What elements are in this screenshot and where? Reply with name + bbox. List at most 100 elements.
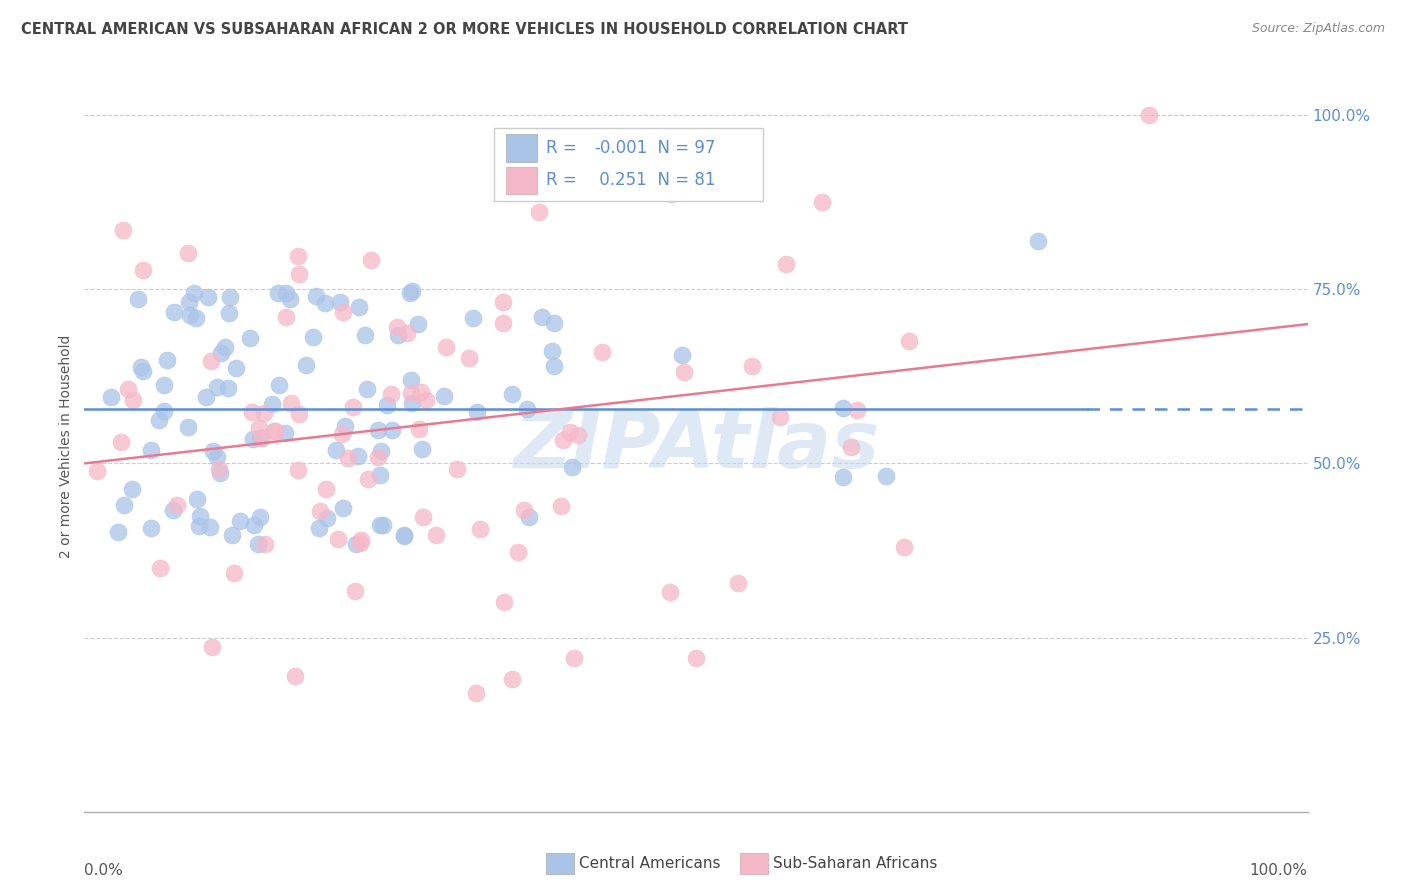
Point — [239, 330, 262, 344]
Point — [221, 528, 243, 542]
Point — [368, 467, 391, 482]
Point — [214, 340, 236, 354]
Point — [139, 443, 162, 458]
Point — [685, 651, 707, 665]
Point — [567, 427, 589, 442]
Point — [166, 498, 188, 512]
Point — [411, 442, 433, 456]
Point — [163, 305, 186, 319]
Point — [561, 460, 583, 475]
Text: N = 97: N = 97 — [647, 139, 716, 157]
Point — [86, 464, 108, 478]
Point — [492, 295, 515, 310]
Point — [465, 405, 488, 419]
Point — [550, 500, 572, 514]
Point — [217, 381, 239, 395]
Point — [381, 423, 404, 437]
Point — [394, 528, 416, 542]
Point — [415, 393, 437, 408]
Y-axis label: 2 or more Vehicles in Household: 2 or more Vehicles in Household — [59, 334, 73, 558]
Point — [399, 373, 422, 387]
Point — [183, 285, 205, 300]
Point — [810, 195, 832, 210]
Point — [188, 519, 211, 533]
Point — [149, 561, 172, 575]
Point — [263, 424, 285, 438]
Point — [831, 470, 853, 484]
Point — [373, 518, 395, 533]
Point — [457, 351, 479, 365]
Point — [195, 390, 218, 404]
Point — [543, 359, 565, 374]
Point — [242, 405, 264, 419]
Text: Source: ZipAtlas.com: Source: ZipAtlas.com — [1251, 22, 1385, 36]
Point — [100, 390, 122, 404]
Point — [287, 463, 309, 477]
Point — [132, 363, 155, 377]
Point — [224, 566, 246, 581]
Point — [395, 326, 418, 340]
Point — [370, 443, 392, 458]
Point — [367, 450, 389, 464]
Point — [409, 385, 432, 400]
Point — [201, 640, 224, 654]
Text: R =: R = — [546, 171, 582, 189]
Point — [658, 585, 681, 599]
Point — [225, 360, 247, 375]
Point — [122, 393, 145, 408]
Point — [288, 407, 311, 421]
Point — [208, 467, 231, 481]
Point — [121, 483, 143, 497]
Point — [186, 491, 208, 506]
Point — [208, 461, 231, 475]
Point — [249, 509, 271, 524]
Point — [344, 583, 367, 598]
Point — [741, 359, 763, 374]
Point — [367, 423, 389, 437]
Point — [162, 503, 184, 517]
Point — [179, 295, 201, 310]
Point — [408, 421, 430, 435]
Point — [591, 345, 613, 359]
Point — [205, 380, 228, 394]
Point — [129, 360, 152, 375]
Point — [153, 377, 176, 392]
Point — [346, 449, 368, 463]
Point — [394, 529, 416, 543]
Point — [315, 482, 337, 496]
Point — [540, 343, 562, 358]
Point — [558, 425, 581, 439]
Point — [247, 420, 270, 434]
Point — [846, 402, 869, 417]
Point — [264, 424, 287, 438]
Point — [287, 249, 309, 263]
Point — [433, 389, 456, 403]
Point — [506, 545, 529, 559]
Point — [332, 305, 354, 319]
Point — [333, 419, 356, 434]
Point — [188, 509, 211, 524]
FancyBboxPatch shape — [494, 128, 763, 201]
Point — [671, 348, 693, 362]
Point — [218, 306, 240, 320]
Point — [148, 413, 170, 427]
Point — [326, 533, 349, 547]
Point — [519, 509, 541, 524]
FancyBboxPatch shape — [506, 167, 537, 194]
Point — [201, 444, 224, 458]
Point — [468, 522, 491, 536]
Point — [398, 285, 420, 300]
Text: Central Americans: Central Americans — [579, 856, 721, 871]
Text: ZIPAtlas: ZIPAtlas — [513, 407, 879, 485]
Point — [768, 409, 790, 424]
Point — [177, 246, 200, 260]
Point — [775, 257, 797, 271]
Point — [360, 253, 382, 268]
Point — [330, 426, 353, 441]
Point — [727, 575, 749, 590]
Point — [329, 295, 352, 310]
Point — [353, 328, 375, 343]
Point — [284, 669, 307, 683]
Point — [274, 285, 297, 300]
Point — [250, 431, 273, 445]
